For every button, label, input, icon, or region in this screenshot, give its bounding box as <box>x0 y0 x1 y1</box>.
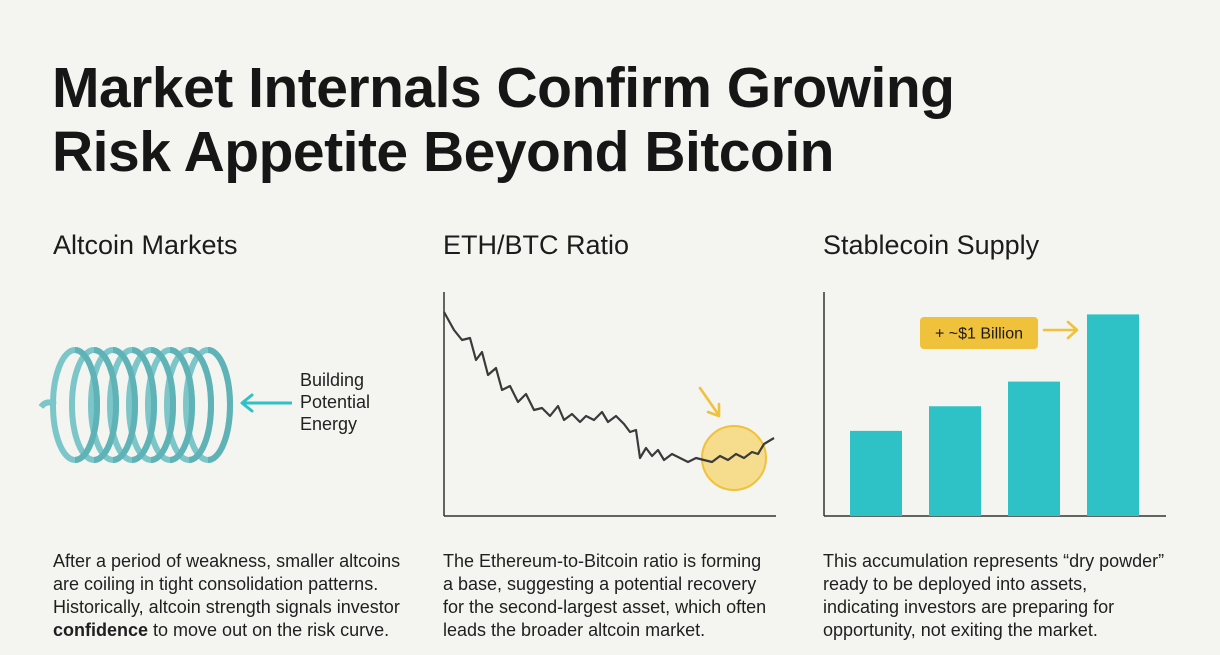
coiled-spring-icon <box>38 347 233 463</box>
stablecoin-bar-3 <box>1008 381 1060 516</box>
coil-loop-front <box>112 347 138 463</box>
coil-loop-front <box>150 347 176 463</box>
ethbtc-pointer-arrow-icon <box>698 386 721 418</box>
title-line-1: Market Internals Confirm Growing <box>52 56 955 120</box>
altcoin-para-line-4-rest: to move out on the risk curve. <box>148 620 390 640</box>
stablecoin-para-line-2: ready to be deployed into assets, <box>823 574 1088 594</box>
stablecoin-bar-2 <box>929 406 981 516</box>
stablecoin-heading: Stablecoin Supply <box>823 230 1040 260</box>
coil-label-line-1: Building <box>300 370 365 390</box>
ethbtc-para-line-3: for the second-largest asset, which ofte… <box>443 597 767 617</box>
coil-loop-front <box>207 347 233 463</box>
altcoin-para-line-2: are coiling in tight consolidation patte… <box>53 574 379 594</box>
stablecoin-para-line-3: indicating investors are preparing for <box>823 597 1115 617</box>
altcoin-heading: Altcoin Markets <box>53 230 238 260</box>
ethbtc-ratio-line <box>443 311 775 464</box>
coil-loop-front <box>93 347 119 463</box>
callout-box <box>920 317 1038 349</box>
ethbtc-chart <box>443 292 776 517</box>
coil-loop-front <box>169 347 195 463</box>
coil-loop-front <box>74 347 100 463</box>
ethbtc-para-line-1: The Ethereum-to-Bitcoin ratio is forming <box>443 551 762 571</box>
altcoin-para-line-3: Historically, altcoin strength signals i… <box>53 597 400 617</box>
page-title: Market Internals Confirm Growing Risk Ap… <box>52 56 1152 184</box>
coil-tail <box>38 399 57 409</box>
coil-label: Building Potential Energy <box>300 369 370 435</box>
coil-loop-front <box>131 347 157 463</box>
callout-text: + ~$1 Billion <box>935 326 1023 343</box>
left-arrow-icon <box>240 393 292 413</box>
stablecoin-bar-4 <box>1087 314 1139 516</box>
ethbtc-para-line-2: a base, suggesting a potential recovery <box>443 574 757 594</box>
coil-loop-front <box>188 347 214 463</box>
stablecoin-para-line-1: This accumulation represents “dry powder… <box>823 551 1165 571</box>
altcoin-para-bold: confidence <box>53 620 149 640</box>
title-line-2: Risk Appetite Beyond Bitcoin <box>52 120 834 184</box>
ethbtc-paragraph: The Ethereum-to-Bitcoin ratio is forming… <box>443 550 766 642</box>
stablecoin-paragraph: This accumulation represents “dry powder… <box>823 550 1164 642</box>
ethbtc-heading: ETH/BTC Ratio <box>443 230 630 260</box>
stablecoin-bar-1 <box>850 430 902 516</box>
coil-label-line-2: Potential <box>300 392 371 412</box>
callout-arrow-icon <box>1042 320 1079 340</box>
stablecoin-chart: + ~$1 Billion <box>823 292 1166 517</box>
coil-label-line-3: Energy <box>300 414 358 434</box>
ethbtc-highlight-circle <box>701 425 767 491</box>
altcoin-paragraph: After a period of weakness, smaller altc… <box>53 550 400 642</box>
altcoin-para-line-4: confidence to move out on the risk curve… <box>53 619 400 642</box>
altcoin-para-line-1: After a period of weakness, smaller altc… <box>53 551 401 571</box>
ethbtc-para-line-4: leads the broader altcoin market. <box>443 620 706 640</box>
stablecoin-para-line-4: opportunity, not exiting the market. <box>823 620 1098 640</box>
